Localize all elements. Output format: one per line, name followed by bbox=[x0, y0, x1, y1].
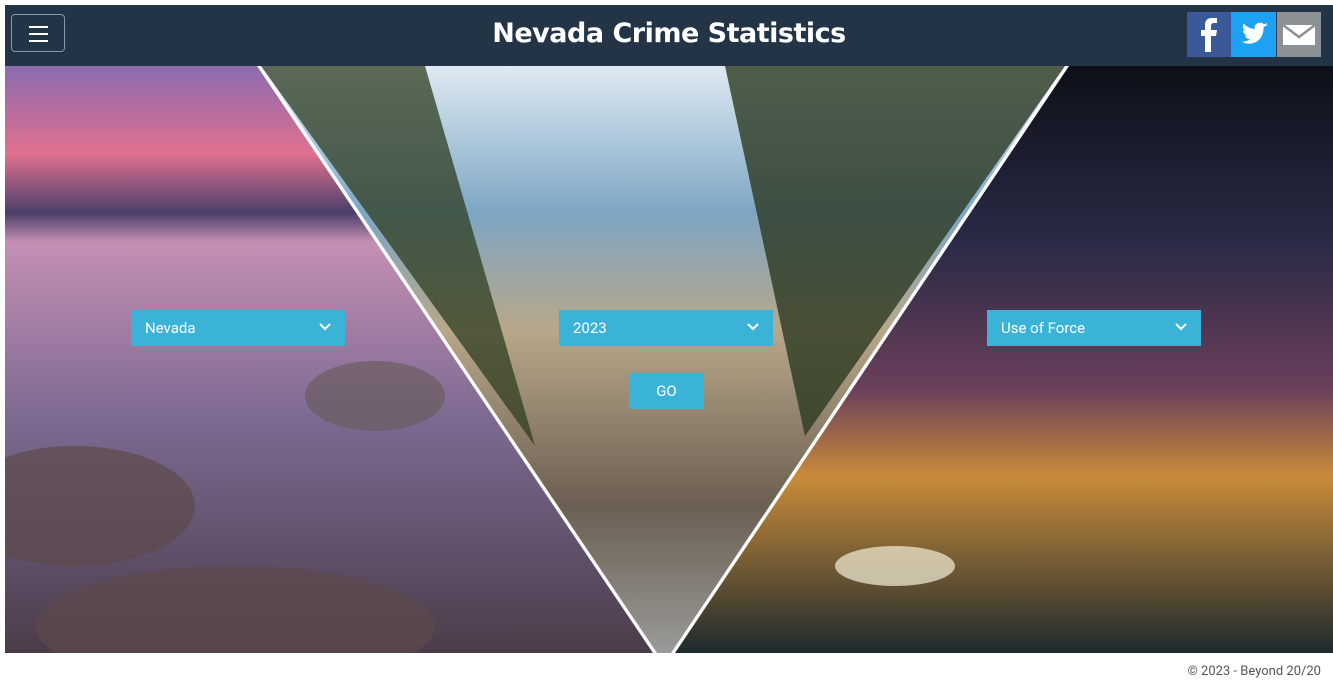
rock bbox=[305, 361, 445, 431]
region-select[interactable]: Nevada bbox=[131, 310, 345, 346]
footer: © 2023 - Beyond 20/20 bbox=[1188, 664, 1321, 679]
select-value: 2023 bbox=[573, 319, 607, 337]
page: Nevada Crime Statistics bbox=[0, 0, 1333, 685]
hero-image bbox=[5, 66, 1333, 653]
page-title: Nevada Crime Statistics bbox=[5, 5, 1333, 63]
twitter-button[interactable] bbox=[1231, 12, 1276, 57]
header: Nevada Crime Statistics bbox=[5, 5, 1333, 66]
select-value: Use of Force bbox=[1001, 319, 1085, 337]
email-button[interactable] bbox=[1277, 12, 1321, 57]
chevron bbox=[747, 323, 759, 331]
select-value: Nevada bbox=[145, 319, 196, 337]
topic-select[interactable]: Use of Force bbox=[987, 310, 1201, 346]
fountain bbox=[835, 546, 955, 586]
go-button[interactable]: GO bbox=[629, 373, 704, 409]
facebook-button[interactable] bbox=[1187, 12, 1231, 57]
chevron bbox=[319, 323, 331, 331]
chevron bbox=[1175, 323, 1187, 331]
year-select[interactable]: 2023 bbox=[559, 310, 773, 346]
